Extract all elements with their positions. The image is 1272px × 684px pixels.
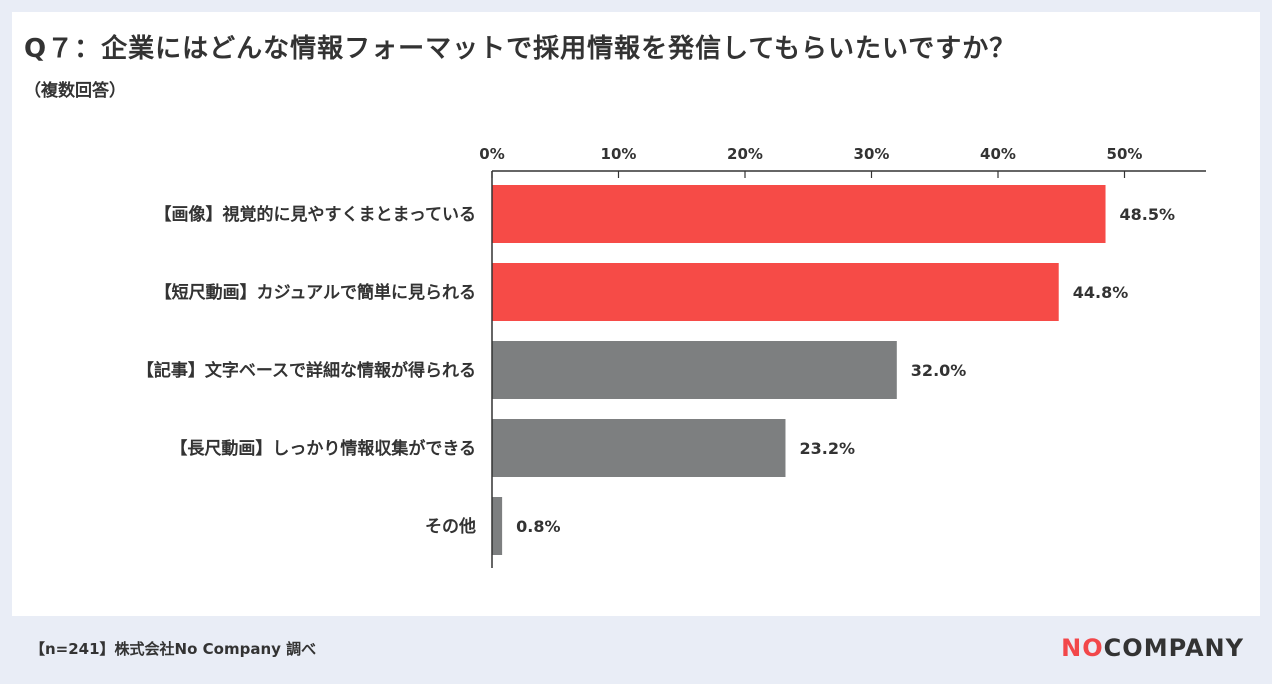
value-label: 0.8%: [516, 517, 560, 536]
x-tick-label: 20%: [727, 145, 763, 163]
x-tick-label: 30%: [854, 145, 890, 163]
value-label: 32.0%: [911, 361, 967, 380]
x-tick-label: 40%: [980, 145, 1016, 163]
logo-company: COMPANY: [1103, 634, 1244, 662]
bar: [492, 341, 897, 399]
category-label: 【記事】文字ベースで詳細な情報が得られる: [137, 360, 476, 381]
x-tick-label: 10%: [601, 145, 637, 163]
logo-no: NO: [1061, 634, 1104, 662]
bar: [492, 419, 786, 477]
x-tick-label: 50%: [1107, 145, 1143, 163]
bar: [492, 497, 503, 555]
bar: [492, 263, 1059, 321]
category-label: 【長尺動画】しっかり情報収集ができる: [170, 438, 476, 459]
x-tick-label: 0%: [479, 145, 504, 163]
value-label: 44.8%: [1073, 283, 1129, 302]
bar: [492, 185, 1106, 243]
value-label: 23.2%: [799, 439, 855, 458]
source-note: 【n=241】株式会社No Company 調べ: [30, 640, 317, 658]
value-label: 48.5%: [1120, 205, 1176, 224]
category-label: 【画像】視覚的に見やすくまとまっている: [155, 204, 476, 225]
category-label: その他: [425, 516, 476, 537]
category-label: 【短尺動画】カジュアルで簡単に見られる: [155, 282, 476, 303]
company-logo: NOCOMPANY: [1061, 634, 1244, 662]
chart-title: Q７：企業にはどんな情報フォーマットで採用情報を発信してもらいたいですか？: [24, 34, 1017, 64]
chart-subtitle: （複数回答）: [24, 81, 126, 101]
